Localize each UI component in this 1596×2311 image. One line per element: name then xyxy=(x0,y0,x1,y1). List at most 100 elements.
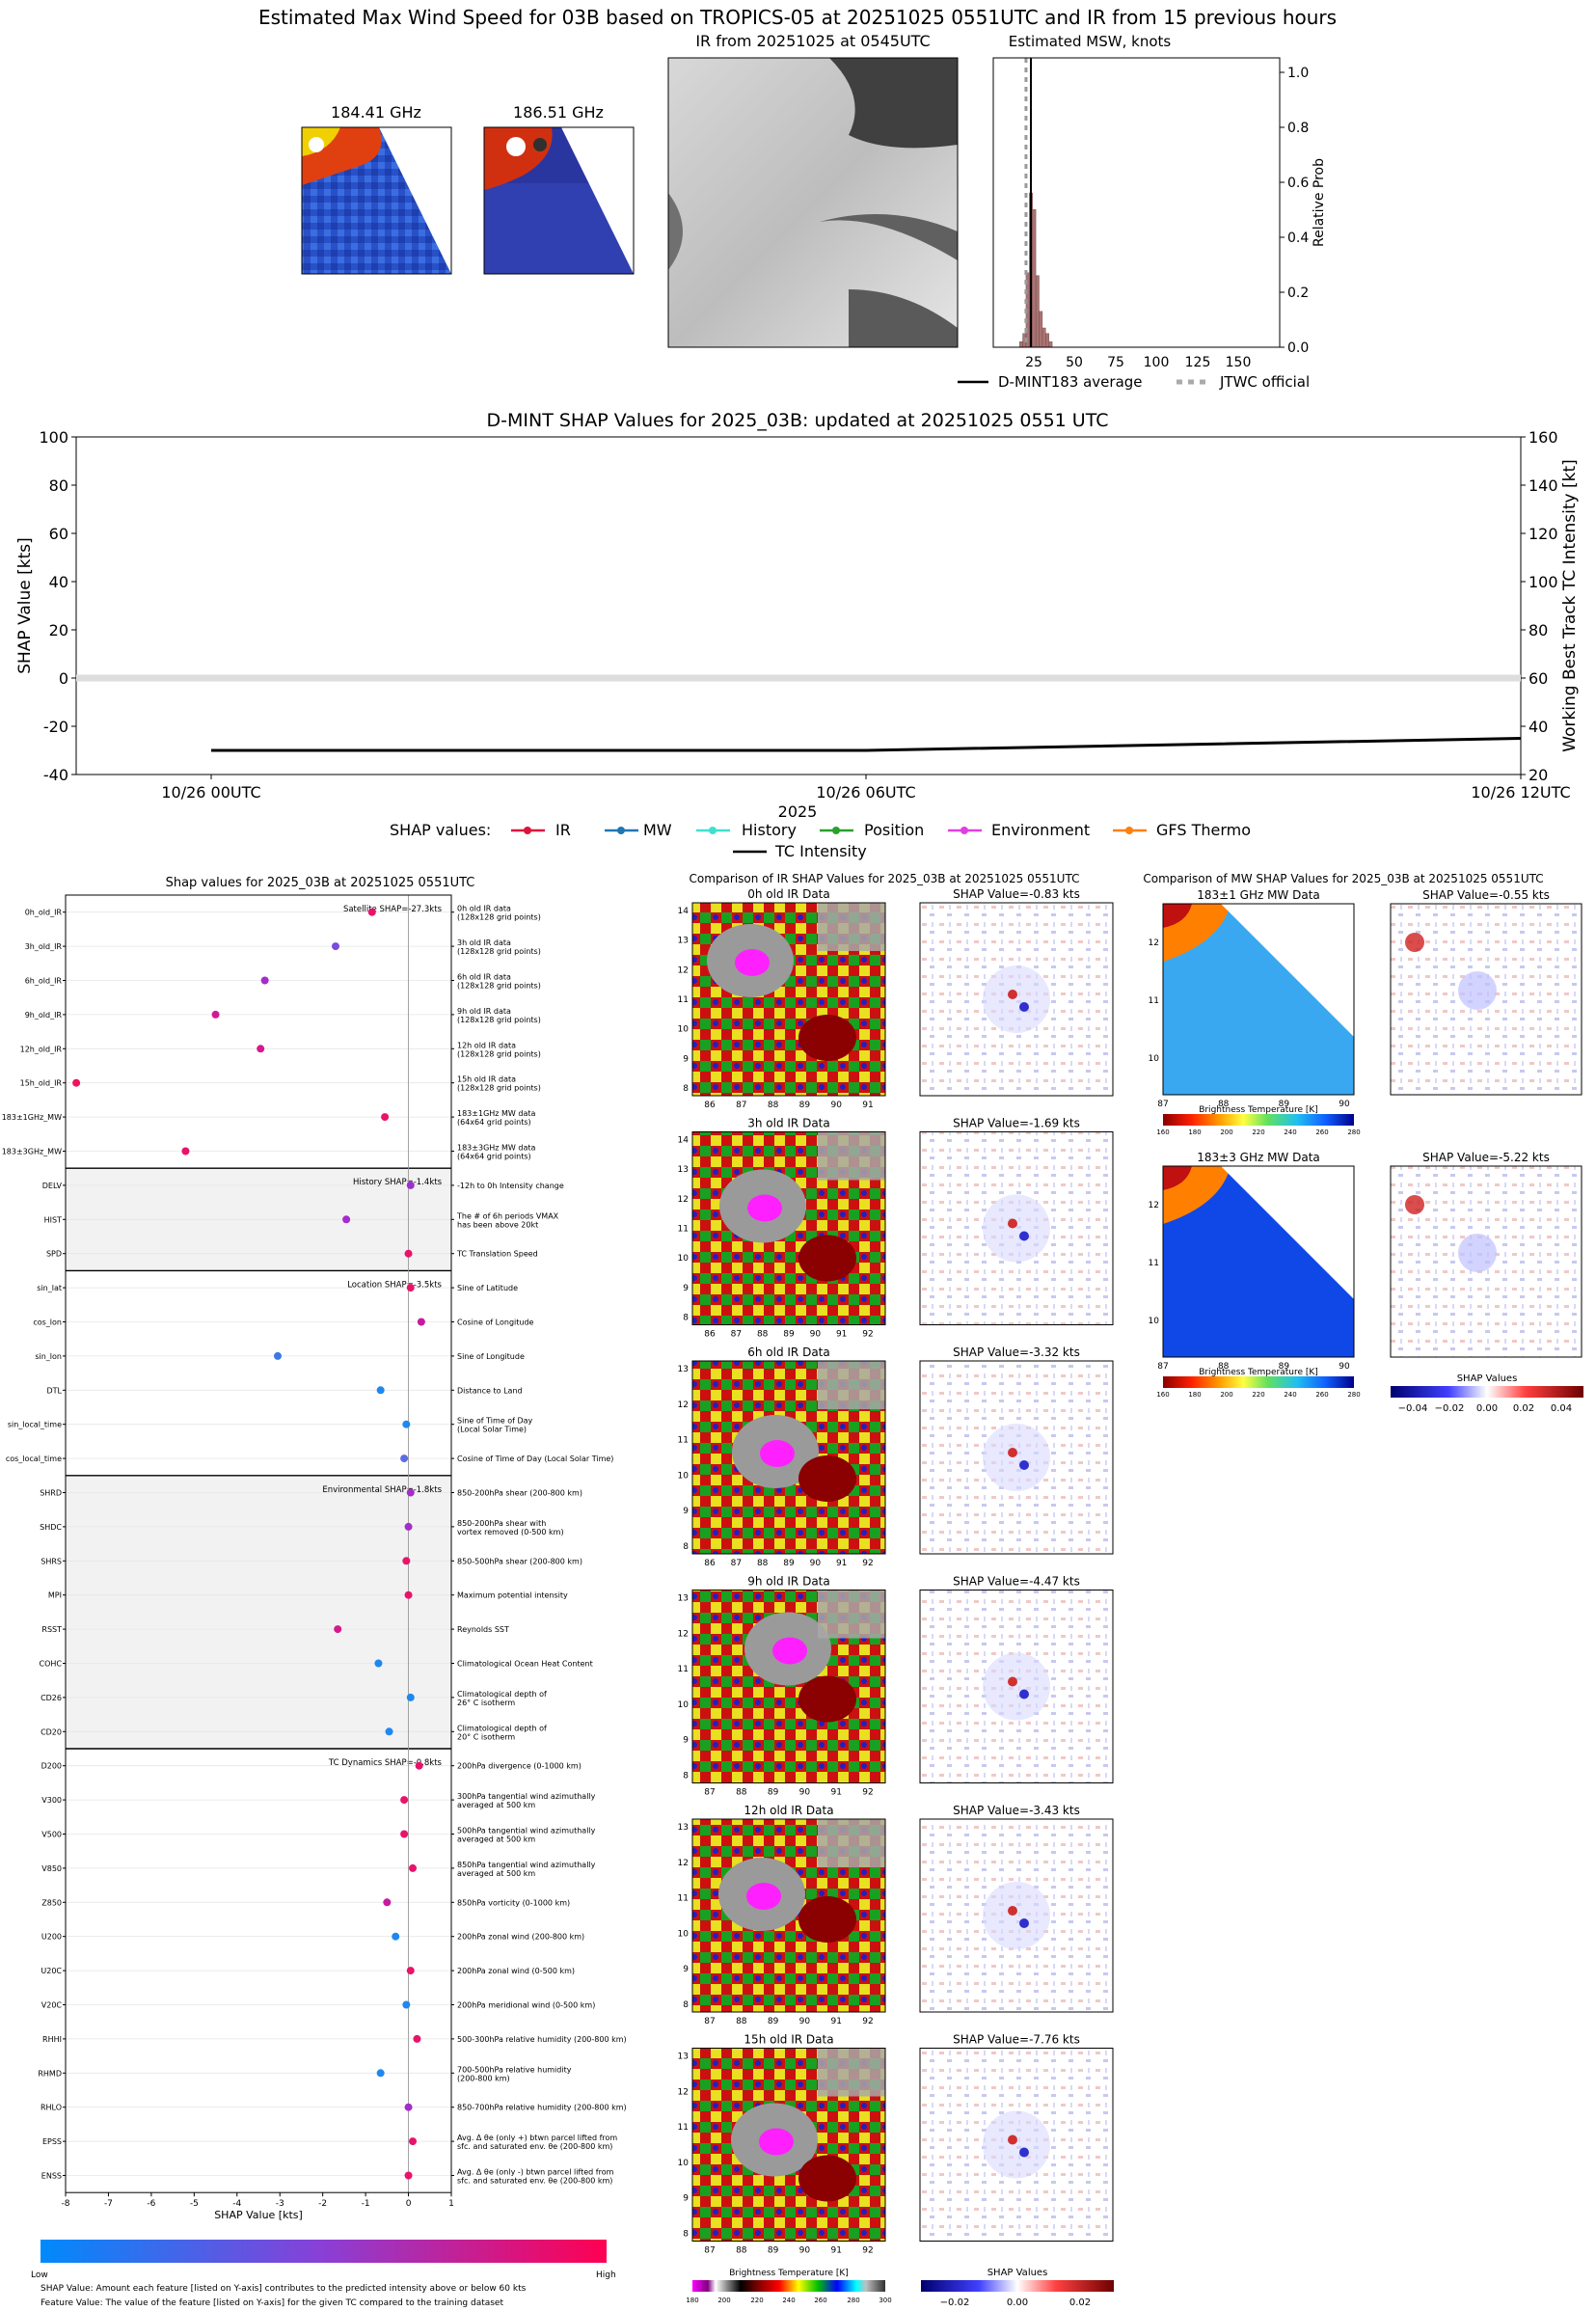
ir-shap-cbar-tick: −0.02 xyxy=(940,2297,970,2308)
ts-ylabel-left: SHAP Value [kts] xyxy=(15,537,35,674)
hist-xtick: 150 xyxy=(1226,355,1252,370)
ir-xtick: 91 xyxy=(836,1330,847,1340)
ir-compare-title: Comparison of IR SHAP Values for 2025_03… xyxy=(690,872,1080,885)
mw-ytick: 12 xyxy=(1149,938,1159,948)
feature-name: COHC xyxy=(40,1660,63,1669)
ir-ytick: 12 xyxy=(678,1629,689,1639)
feature-shap-point xyxy=(392,1932,400,1941)
feature-shap-point xyxy=(413,2034,421,2043)
feature-description: 500hPa tangential wind azimuthally xyxy=(457,1827,596,1835)
shap-note-1: SHAP Value: Amount each feature [listed … xyxy=(41,2284,527,2294)
ir-xtick: 88 xyxy=(768,1101,779,1110)
feature-description: 9h old IR data xyxy=(457,1007,511,1016)
feature-shap-point xyxy=(402,2000,411,2009)
feature-description: 183±1GHz MW data xyxy=(457,1109,535,1118)
ir-xtick: 92 xyxy=(862,2246,873,2256)
legend-history-label: History xyxy=(742,821,797,839)
feature-description: (Local Solar Time) xyxy=(457,1426,527,1434)
hist-title: Estimated MSW, knots xyxy=(1009,33,1172,50)
feature-description: 20° C isotherm xyxy=(457,1732,515,1741)
feature-name: V300 xyxy=(41,1796,62,1805)
timeseries-title: D-MINT SHAP Values for 2025_03B: updated… xyxy=(487,410,1109,431)
ts-xtick: 10/26 12UTC xyxy=(1471,783,1570,802)
ir-data-title: 12h old IR Data xyxy=(744,1804,833,1817)
feature-shap-point xyxy=(406,1967,415,1975)
ir-shap-cbar-tick: 0.02 xyxy=(1069,2297,1091,2308)
shap-xtick: -7 xyxy=(104,2199,113,2209)
ts-right-tick: 20 xyxy=(1528,766,1548,784)
shap-xtick: -4 xyxy=(232,2199,241,2209)
ts-right-ticks: 160 140 120 100 80 60 40 20 xyxy=(1521,428,1558,784)
ir-ytick: 10 xyxy=(678,1929,690,1939)
legend-mw: MW xyxy=(605,821,672,839)
ir-xtick: 86 xyxy=(704,1101,716,1110)
ir-compare-grid: 0h old IR Data SHAP Value=-0.83 kts 14 13 12… xyxy=(678,887,1114,2256)
feature-shap-point xyxy=(385,1727,393,1736)
feature-name: CD26 xyxy=(41,1694,62,1702)
hist-ytick: 1.0 xyxy=(1287,66,1309,81)
feature-description: Reynolds SST xyxy=(457,1625,509,1634)
mw-cbar-label: Brightness Temperature [K] xyxy=(1199,1368,1318,1377)
feature-name: EPSS xyxy=(42,2137,62,2146)
ir-title: IR from 20251025 at 0545UTC xyxy=(695,32,930,50)
ir-shap-image xyxy=(919,902,1114,1097)
hist-ylabel: Relative Prob xyxy=(1312,158,1327,247)
ir-gray-image xyxy=(667,57,959,348)
mw2-image xyxy=(483,126,635,275)
colorbar-low-label: Low xyxy=(31,2270,48,2280)
mw-cbar-label: Brightness Temperature [K] xyxy=(1199,1105,1318,1115)
mw-cbar-tick: 160 xyxy=(1156,1391,1169,1399)
feature-name: 183±3GHz_MW xyxy=(2,1148,62,1156)
mw-data-image xyxy=(1162,903,1355,1096)
top-title: Estimated Max Wind Speed for 03B based o… xyxy=(258,6,1337,29)
ir-ytick: 10 xyxy=(678,1025,690,1035)
feature-shap-point xyxy=(404,1522,413,1531)
feature-shap-point xyxy=(404,2171,413,2180)
legend-ir-label: IR xyxy=(555,821,571,839)
ir-xtick: 87 xyxy=(704,2017,715,2026)
ts-left-tick: 20 xyxy=(49,621,68,639)
mw-shap-image xyxy=(1390,1165,1582,1358)
ir-xtick: 87 xyxy=(731,1559,742,1568)
ir-cbar-tick: 220 xyxy=(750,2297,763,2304)
feature-description: 700-500hPa relative humidity xyxy=(457,2065,572,2074)
feature-name: SHDC xyxy=(40,1523,62,1532)
feature-description: Avg. Δ θe (only -) btwn parcel lifted fr… xyxy=(457,2168,614,2177)
mw-shap-cbar-tick: 0.02 xyxy=(1513,1403,1534,1414)
feature-shap-point xyxy=(406,1181,415,1189)
ir-cbar-tick: 200 xyxy=(717,2297,730,2304)
ir-shap-image xyxy=(919,1131,1114,1325)
legend-position: Position xyxy=(820,821,924,839)
mw-shap-image xyxy=(1390,903,1582,1096)
shap-xtick: -2 xyxy=(318,2199,327,2209)
feature-description: 850hPa tangential wind azimuthally xyxy=(457,1861,596,1869)
mw-cbar-tick: 200 xyxy=(1220,1128,1232,1136)
mw-xtick: 90 xyxy=(1339,1100,1350,1109)
mw1-image xyxy=(301,126,452,275)
ir-xtick: 90 xyxy=(799,1788,811,1798)
feature-description: 850hPa vorticity (0-1000 km) xyxy=(457,1898,570,1907)
mw-cbar-tick: 240 xyxy=(1284,1391,1296,1399)
mw-ytick: 11 xyxy=(1149,1259,1159,1268)
hist-xticks: 25 50 75 100 125 150 xyxy=(1025,355,1251,370)
feature-shap-point xyxy=(404,1591,413,1599)
mw-xtick: 89 xyxy=(1279,1100,1290,1109)
mw-cbar-tick: 240 xyxy=(1284,1128,1296,1136)
feature-description: 12h old IR data xyxy=(457,1041,516,1049)
ir-data-title: 3h old IR Data xyxy=(747,1117,830,1130)
feature-description: 850-200hPa shear with xyxy=(457,1519,546,1528)
feature-name: 9h_old_IR xyxy=(25,1011,63,1020)
feature-description: 183±3GHz MW data xyxy=(457,1144,535,1153)
hist-legend: D-MINT183 average JTWC official xyxy=(958,373,1310,391)
feature-name: V500 xyxy=(41,1831,62,1839)
ts-xlabel: 2025 xyxy=(778,802,818,821)
mw-cbar-tick: 280 xyxy=(1347,1128,1360,1136)
mw-data-title: 183±3 GHz MW Data xyxy=(1197,1151,1320,1164)
shap-note-2: Feature Value: The value of the feature … xyxy=(41,2298,503,2308)
ts-left-tick: 40 xyxy=(49,573,68,591)
shap-xtick: 1 xyxy=(448,2199,454,2209)
ts-legend-prefix: SHAP values: xyxy=(390,821,491,839)
feature-name: sin_lat xyxy=(37,1284,62,1292)
ir-ytick: 14 xyxy=(678,907,690,916)
legend-intensity-label: TC Intensity xyxy=(774,842,867,860)
